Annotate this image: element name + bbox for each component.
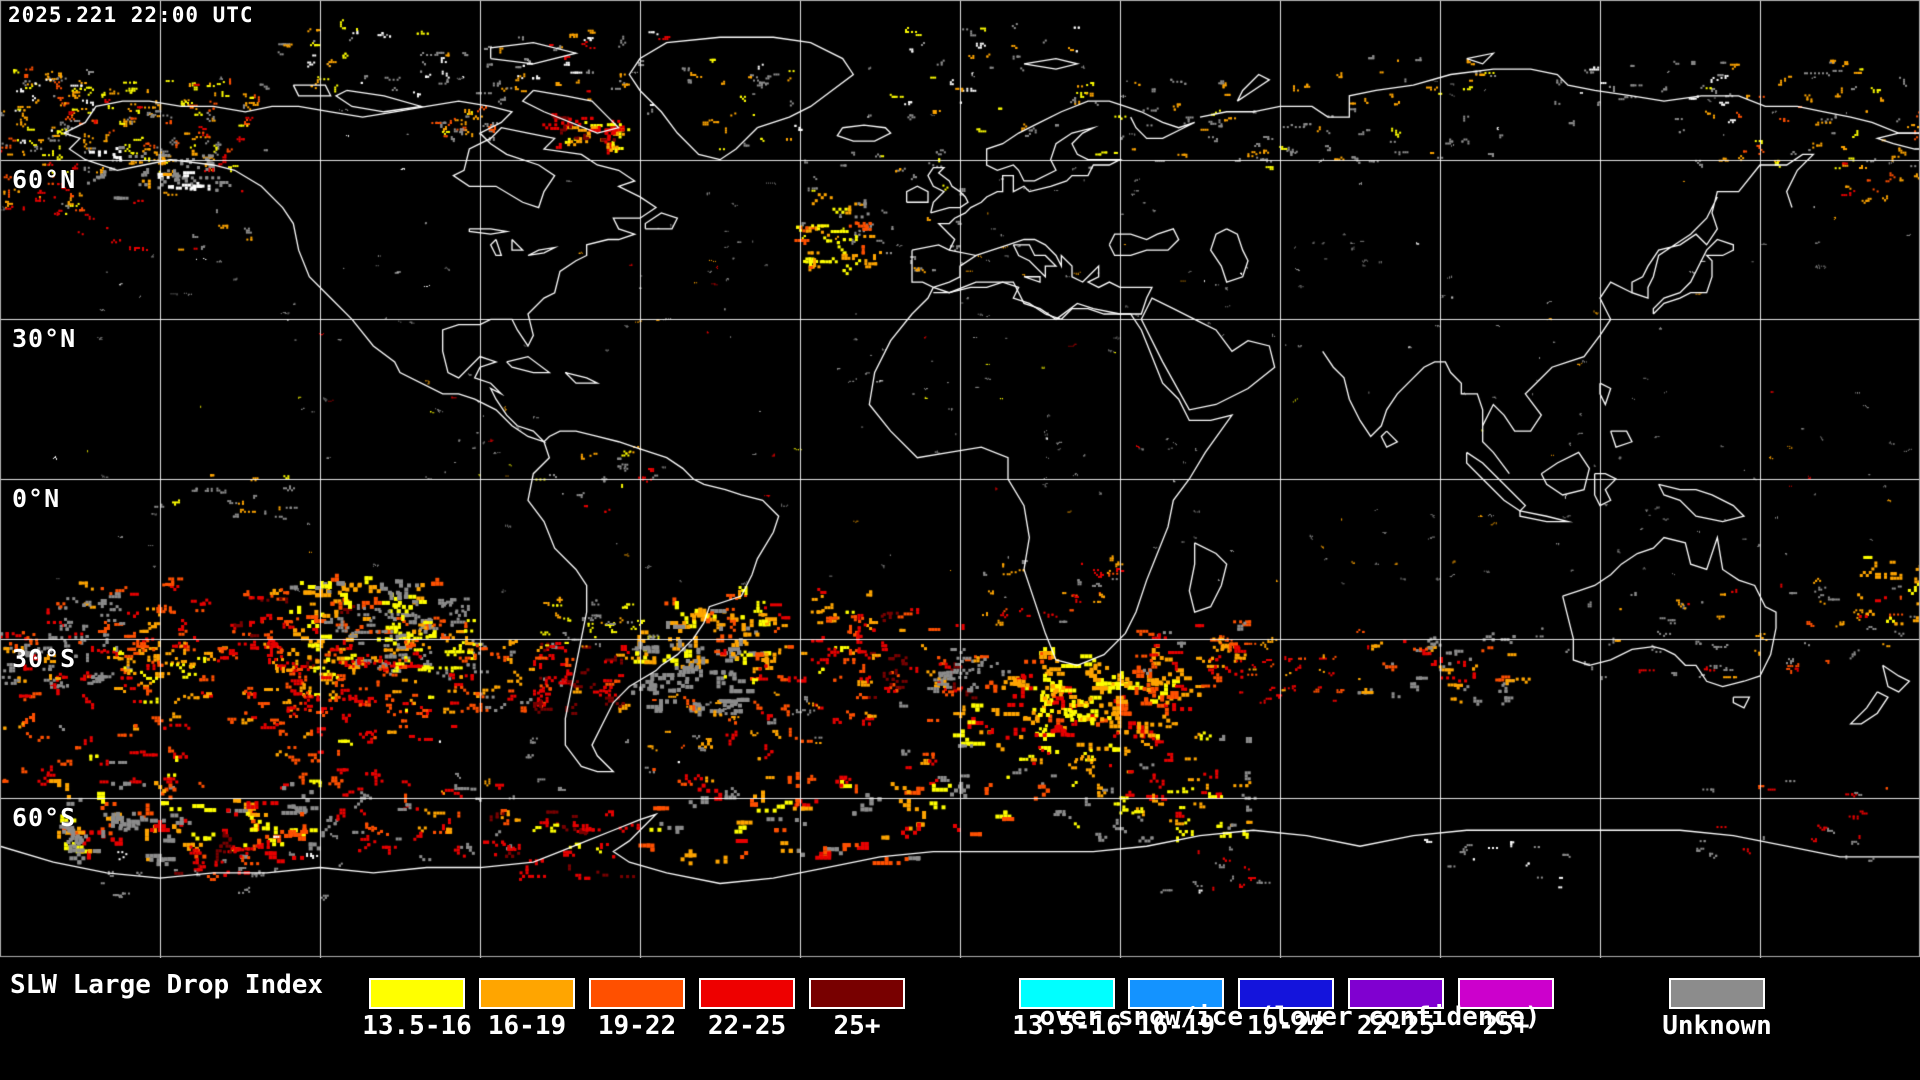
legend-swatch	[809, 978, 905, 1009]
legend-unknown-swatch	[1669, 978, 1765, 1009]
legend-swatch	[1019, 978, 1115, 1009]
legend-swatch-label: 16-19	[1136, 1011, 1216, 1041]
legend-swatch	[1458, 978, 1554, 1009]
legend-swatch-label: 25+	[1482, 1011, 1530, 1041]
legend-swatch-label: 22-25	[1356, 1011, 1436, 1041]
legend-unknown-label: Unknown	[1662, 1011, 1772, 1041]
lat-label: 0°N	[12, 484, 61, 513]
legend-swatch	[1128, 978, 1224, 1009]
legend-swatch-label: 19-22	[597, 1011, 677, 1041]
legend-swatch-label: 19-22	[1246, 1011, 1326, 1041]
legend-swatch	[369, 978, 465, 1009]
legend-swatch-label: 16-19	[487, 1011, 567, 1041]
legend-swatch-label: 22-25	[707, 1011, 787, 1041]
legend-swatch-label: 25+	[833, 1011, 881, 1041]
lat-label: 30°S	[12, 644, 77, 673]
world-map-canvas	[0, 0, 1920, 958]
legend-swatch	[479, 978, 575, 1009]
legend-bar: SLW Large Drop Index 13.5-16 16-19 19-22 22…	[0, 958, 1920, 1080]
lat-label: 60°N	[12, 165, 77, 194]
legend-swatch	[589, 978, 685, 1009]
legend-swatch	[699, 978, 795, 1009]
timestamp-label: 2025.221 22:00 UTC	[8, 3, 254, 27]
legend-swatch-label: 13.5-16	[1012, 1011, 1122, 1041]
legend-swatch-label: 13.5-16	[362, 1011, 472, 1041]
legend-swatch	[1348, 978, 1444, 1009]
legend-title: SLW Large Drop Index	[10, 970, 324, 1000]
lat-label: 60°S	[12, 803, 77, 832]
legend-subtitle: over snow/ice (lower confidence)	[1039, 1002, 1541, 1032]
legend-swatch	[1238, 978, 1334, 1009]
lat-label: 30°N	[12, 324, 77, 353]
